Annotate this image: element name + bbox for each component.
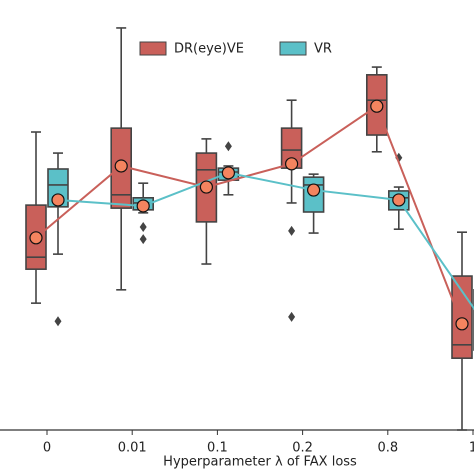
x-axis-label: Hyperparameter λ of FAX loss [163,455,357,470]
mean-line [35,104,463,325]
mean-marker [285,157,299,171]
outlier [224,141,232,152]
x-tick-label: 1 [469,441,474,456]
mean-marker [370,99,384,113]
mean-marker [136,199,150,213]
legend-swatch [139,41,167,56]
mean-marker [51,193,65,207]
mean-marker [199,180,213,194]
mean-marker [221,166,235,180]
outlier [288,225,296,236]
outlier [288,311,296,322]
x-tick-label: 0.01 [118,441,147,456]
mean-marker [392,193,406,207]
x-tick-label: 0.8 [377,441,398,456]
mean-line [57,171,474,311]
mean-marker [29,231,43,245]
mean-marker [114,159,128,173]
x-tick-label: 0.1 [207,441,228,456]
box [451,275,473,359]
outlier [139,234,147,245]
legend-label: DR(eye)VE [174,42,244,57]
legend-swatch [279,41,307,56]
mean-marker [307,183,321,197]
outlier [54,316,62,327]
mean-marker [455,317,469,331]
x-tick-label: 0 [43,441,51,456]
legend-label: VR [314,42,332,57]
x-tick-label: 0.2 [292,441,313,456]
outlier [139,222,147,233]
